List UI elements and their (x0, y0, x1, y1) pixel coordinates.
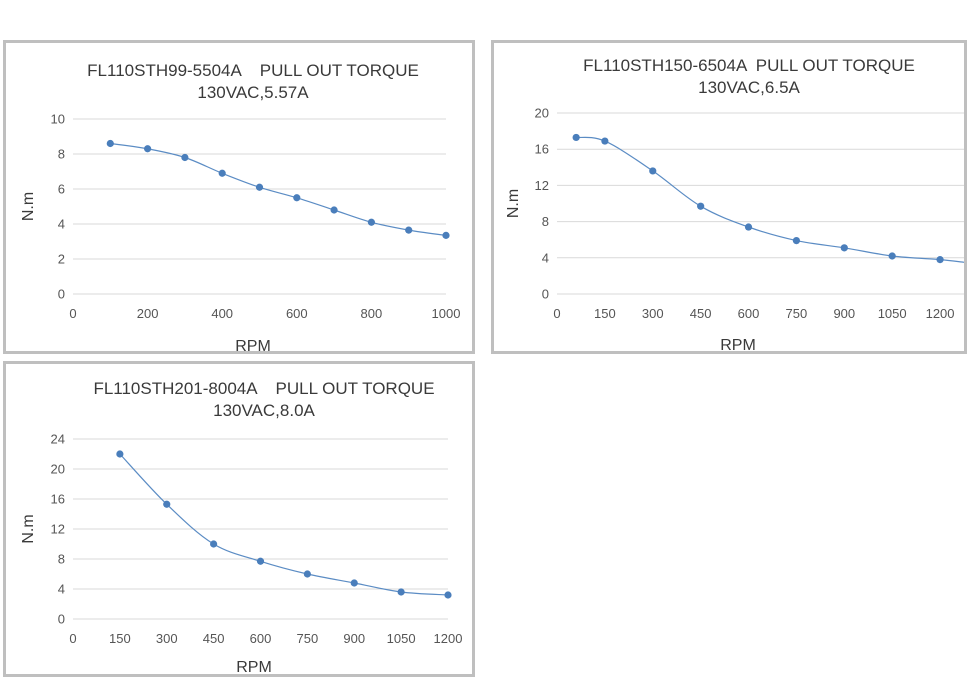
data-point (255, 183, 264, 191)
data-point (405, 226, 413, 234)
y-tick-label: 8 (58, 147, 65, 162)
chart-panel-2: FL110STH150-6504A PULL OUT TORQUE 130VAC,… (491, 40, 967, 354)
x-tick-label: 450 (203, 631, 225, 646)
series-line (576, 136, 964, 263)
x-tick-label: 1200 (926, 306, 955, 321)
series-line (110, 142, 447, 236)
x-tick-label: 300 (156, 631, 178, 646)
y-tick-label: 8 (542, 214, 549, 229)
y-axis-label: N.m (505, 189, 522, 218)
x-tick-label: 1000 (432, 306, 461, 321)
chart-1: FL110STH99-5504A PULL OUT TORQUE 130VAC,5… (20, 61, 461, 351)
chart-title: FL110STH150-6504A PULL OUT TORQUE (583, 56, 915, 75)
data-point (444, 591, 452, 599)
y-tick-label: 6 (58, 182, 65, 197)
x-axis-label: RPM (720, 337, 756, 351)
y-tick-label: 4 (542, 250, 549, 265)
x-tick-label: 1050 (878, 306, 907, 321)
y-tick-label: 16 (51, 492, 65, 507)
y-tick-label: 24 (51, 432, 65, 447)
x-tick-label: 0 (553, 306, 560, 321)
series-line (119, 453, 449, 596)
data-point (106, 139, 114, 148)
x-tick-label: 200 (137, 306, 159, 321)
y-tick-label: 2 (58, 252, 65, 267)
x-tick-label: 150 (594, 306, 616, 321)
y-tick-label: 20 (51, 462, 65, 477)
y-tick-label: 16 (535, 142, 549, 157)
chart-title: FL110STH201-8004A PULL OUT TORQUE (93, 379, 434, 398)
x-tick-label: 0 (69, 306, 76, 321)
data-point (181, 153, 189, 162)
data-point (330, 206, 338, 214)
x-tick-label: 600 (738, 306, 760, 321)
x-tick-label: 400 (211, 306, 233, 321)
data-point (350, 579, 358, 587)
x-tick-label: 750 (786, 306, 808, 321)
data-point (218, 169, 226, 177)
data-point (293, 194, 301, 202)
x-tick-label: 900 (343, 631, 365, 646)
y-axis-label: N.m (20, 192, 37, 221)
chart-3: FL110STH201-8004A PULL OUT TORQUE 130VAC,… (20, 379, 463, 674)
data-point (210, 540, 218, 548)
data-point (442, 231, 450, 239)
data-point (601, 137, 609, 145)
data-point (792, 237, 801, 245)
y-tick-label: 20 (535, 106, 549, 121)
x-tick-label: 150 (109, 631, 131, 646)
data-point (572, 133, 580, 142)
data-point (163, 500, 171, 508)
x-tick-label: 600 (286, 306, 308, 321)
y-tick-label: 8 (58, 552, 65, 567)
data-point (744, 223, 753, 231)
data-point (303, 570, 311, 578)
x-tick-label: 450 (690, 306, 712, 321)
data-point (367, 218, 375, 226)
x-axis-label: RPM (235, 338, 271, 351)
x-axis-label: RPM (236, 659, 272, 674)
chart-subtitle: 130VAC,6.5A (698, 78, 800, 97)
y-tick-label: 10 (51, 112, 65, 127)
x-tick-label: 800 (361, 306, 383, 321)
x-tick-label: 750 (297, 631, 319, 646)
x-tick-label: 600 (250, 631, 272, 646)
x-tick-label: 300 (642, 306, 664, 321)
y-axis-label: N.m (20, 514, 37, 543)
x-tick-label: 1050 (387, 631, 416, 646)
y-tick-label: 12 (51, 522, 65, 537)
x-tick-label: 0 (69, 631, 76, 646)
x-tick-label: 1200 (434, 631, 463, 646)
data-point (697, 202, 705, 210)
chart-panel-3: FL110STH201-8004A PULL OUT TORQUE 130VAC,… (3, 361, 475, 677)
y-tick-label: 0 (58, 612, 65, 627)
chart-2: FL110STH150-6504A PULL OUT TORQUE 130VAC,… (505, 56, 964, 351)
data-point (649, 167, 657, 175)
data-point (397, 588, 405, 596)
data-point (116, 450, 124, 458)
data-point (840, 244, 848, 252)
data-point (144, 145, 152, 153)
y-tick-label: 4 (58, 217, 65, 232)
data-point (936, 256, 944, 264)
y-tick-label: 0 (58, 287, 65, 302)
x-tick-label: 900 (833, 306, 855, 321)
chart-subtitle: 130VAC,5.57A (197, 83, 309, 102)
data-point (256, 557, 265, 565)
chart-panel-1: FL110STH99-5504A PULL OUT TORQUE 130VAC,5… (3, 40, 475, 354)
y-tick-label: 0 (542, 287, 549, 302)
data-point (888, 252, 896, 260)
chart-title: FL110STH99-5504A PULL OUT TORQUE (87, 61, 419, 80)
y-tick-label: 12 (535, 178, 549, 193)
y-tick-label: 4 (58, 582, 65, 597)
chart-subtitle: 130VAC,8.0A (213, 401, 315, 420)
